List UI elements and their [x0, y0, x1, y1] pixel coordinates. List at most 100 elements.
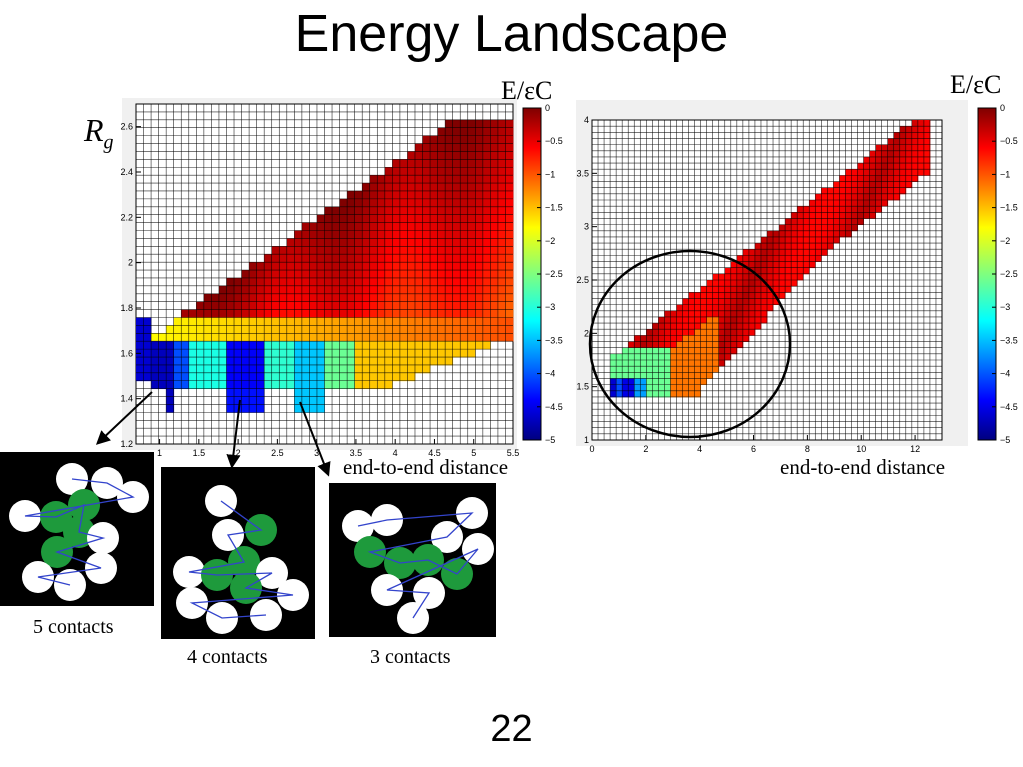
left-plot-cell	[339, 357, 348, 366]
left-plot-cell	[505, 222, 514, 231]
left-plot-cell	[445, 357, 454, 366]
left-plot-cell	[497, 270, 506, 279]
right-plot-cell	[773, 280, 780, 287]
right-plot-cell	[736, 255, 744, 262]
left-plot-cell	[158, 380, 167, 390]
left-plot-cell	[362, 183, 371, 192]
right-plot-cell	[700, 347, 708, 355]
left-plot-cell	[271, 309, 280, 318]
right-plot-cell	[767, 267, 774, 275]
left-plot-cell	[490, 135, 499, 144]
left-plot-cell	[316, 388, 325, 397]
left-plot-cell	[377, 317, 386, 326]
right-plot-cell	[815, 212, 822, 219]
left-plot-cell	[309, 222, 318, 231]
right-plot-cell	[676, 353, 683, 361]
right-plot-cell	[670, 378, 677, 386]
left-plot-cell	[377, 341, 386, 350]
left-plot-cell	[422, 317, 431, 326]
left-plot-cell	[452, 349, 461, 358]
right-plot-cell	[616, 384, 623, 392]
left-plot-cell	[422, 333, 431, 342]
right-plot-cell	[742, 267, 750, 275]
right-plot-cell	[742, 292, 750, 299]
left-plot-cell	[362, 277, 371, 287]
left-plot-cell	[241, 301, 250, 310]
right-plot-cell	[736, 329, 744, 336]
right-plot-cell	[851, 181, 858, 189]
left-plot-cell	[452, 309, 461, 318]
left-plot-cell	[211, 364, 220, 374]
left-plot-cell	[362, 190, 371, 200]
right-plot-cell	[652, 353, 659, 361]
right-plot-cell	[833, 206, 840, 213]
right-plot-cell	[809, 200, 816, 207]
left-plot-cell	[256, 380, 265, 390]
left-plot-cell	[430, 167, 438, 176]
right-plot-cb-tick-label: −0.5	[1000, 136, 1018, 146]
left-plot-cell	[256, 301, 265, 310]
left-plot-cell	[271, 325, 280, 334]
left-plot-cell	[384, 246, 393, 255]
right-plot-cell	[863, 163, 870, 170]
right-plot-cell	[730, 286, 738, 293]
left-plot-cell	[430, 333, 438, 342]
left-plot-cell	[399, 333, 408, 342]
right-plot-cell	[767, 273, 774, 281]
left-plot-cell	[226, 372, 235, 382]
right-plot-cell	[628, 366, 635, 373]
left-plot-cell	[286, 301, 295, 310]
left-plot-cell	[407, 246, 416, 255]
left-plot-cb-tick-label: −4	[545, 369, 555, 379]
right-plot-cell	[646, 390, 653, 398]
left-plot-cell	[309, 301, 318, 310]
right-plot-ytick-label: 2	[584, 328, 589, 338]
left-plot-cell	[475, 222, 484, 231]
right-plot-cell	[893, 156, 901, 164]
left-plot-cell	[316, 333, 325, 342]
left-plot-cell	[188, 349, 197, 358]
right-plot-cell	[736, 292, 744, 299]
left-plot-cell	[286, 293, 295, 303]
left-plot-cell	[362, 380, 371, 390]
right-plot-cell	[724, 323, 732, 330]
left-plot-cell	[460, 293, 469, 303]
left-plot-cell	[437, 285, 446, 295]
left-plot-cell	[407, 364, 416, 374]
right-plot-cell	[616, 372, 623, 379]
right-plot-cell	[845, 212, 852, 219]
left-plot-cell	[399, 372, 408, 382]
left-plot-cell	[437, 325, 446, 334]
left-plot-cell	[234, 277, 242, 287]
left-plot-cell	[437, 190, 446, 200]
right-plot-cell	[875, 175, 883, 182]
left-plot-cell	[369, 333, 378, 342]
right-plot-cell	[736, 341, 744, 349]
left-plot-cell	[347, 222, 356, 231]
right-plot-cell	[664, 341, 671, 349]
right-plot-cell	[688, 384, 695, 392]
left-plot-cell	[271, 277, 280, 287]
right-plot-cell	[917, 144, 925, 152]
left-plot-cell	[430, 222, 438, 231]
left-plot-cell	[407, 167, 416, 176]
left-plot-cell	[316, 285, 325, 295]
left-plot-cell	[339, 222, 348, 231]
right-plot-cell	[646, 347, 653, 355]
left-plot-cell	[294, 396, 303, 405]
left-plot-cell	[241, 341, 250, 350]
right-plot-cell	[917, 126, 925, 133]
right-plot-cell	[736, 335, 744, 342]
right-plot-cell	[700, 366, 708, 373]
left-plot-cell	[339, 380, 348, 390]
left-plot-cell	[475, 214, 484, 224]
left-plot-cb-tick-label: −3.5	[545, 335, 563, 345]
left-plot-cell	[505, 238, 514, 247]
right-plot-cell	[863, 175, 870, 182]
left-plot-cell	[234, 293, 242, 303]
left-plot-cell	[475, 175, 484, 184]
right-plot-cell	[917, 150, 925, 158]
left-plot-cell	[271, 293, 280, 303]
right-plot-cell	[785, 218, 792, 226]
right-plot-cell	[712, 335, 720, 342]
